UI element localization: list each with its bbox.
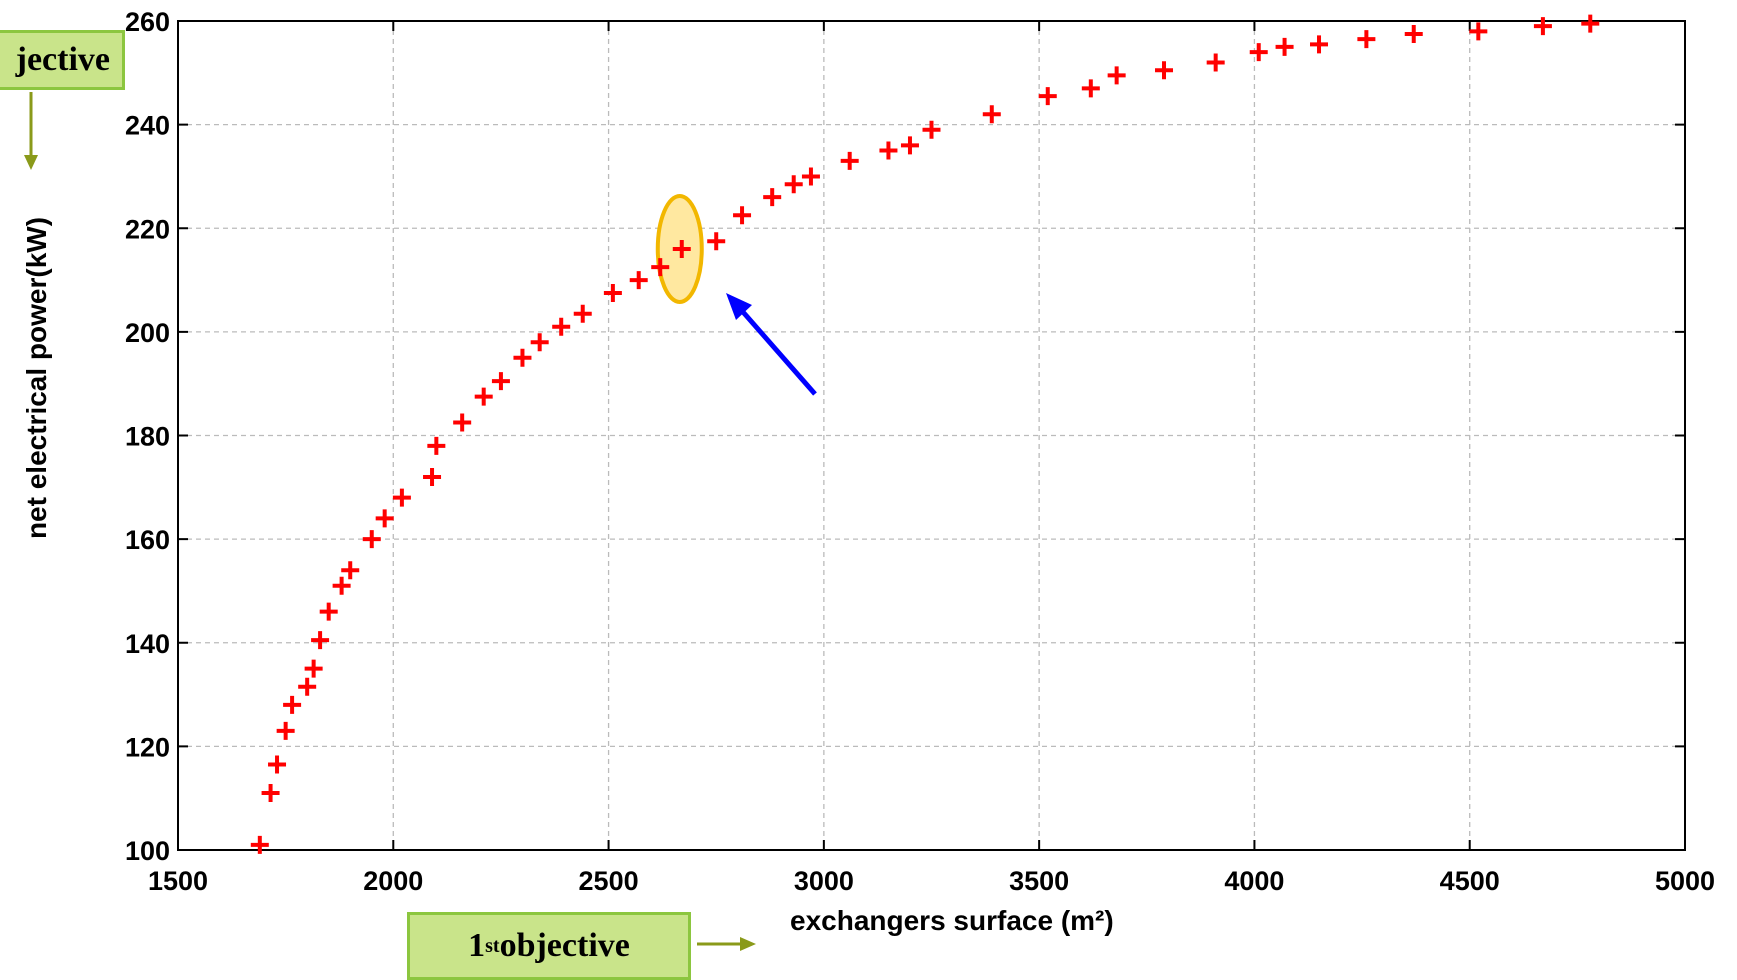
data-point — [1310, 35, 1329, 54]
data-point — [392, 488, 411, 507]
data-point — [362, 530, 381, 549]
y-tick-label: 200 — [125, 318, 170, 348]
first-objective-number: 1 — [468, 927, 486, 964]
data-point — [651, 258, 670, 277]
data-point — [784, 175, 803, 194]
y-tick-label: 100 — [125, 836, 170, 866]
x-tick-label: 4500 — [1440, 866, 1500, 896]
second-objective-label: jective — [15, 41, 110, 78]
data-point — [341, 561, 360, 580]
data-point — [733, 206, 752, 225]
x-axis-title-unit: (m²) — [1061, 905, 1114, 936]
data-point — [268, 755, 287, 774]
data-point — [530, 333, 549, 352]
data-point — [375, 509, 394, 528]
data-point — [427, 436, 446, 455]
y-objective-arrow-head — [24, 155, 38, 170]
x-tick-label: 3000 — [794, 866, 854, 896]
data-point — [1275, 37, 1294, 56]
data-point — [1469, 22, 1488, 41]
data-point — [629, 271, 648, 290]
x-tick-label: 2500 — [579, 866, 639, 896]
data-point — [1404, 24, 1423, 43]
y-axis-title: net electrical power(kW) — [21, 217, 52, 539]
x-tick-label: 4000 — [1224, 866, 1284, 896]
x-tick-label: 5000 — [1655, 866, 1715, 896]
objective-arrows — [24, 92, 756, 951]
data-point — [298, 677, 317, 696]
data-point — [603, 284, 622, 303]
y-tick-label: 120 — [125, 732, 170, 762]
data-point — [276, 721, 295, 740]
data-point — [491, 372, 510, 391]
highlight-arrow-head — [726, 293, 752, 320]
x-tick-label: 2000 — [363, 866, 423, 896]
data-point — [1249, 43, 1268, 62]
first-objective-superscript: st — [485, 934, 500, 957]
x-tick-label: 1500 — [148, 866, 208, 896]
y-tick-label: 260 — [125, 7, 170, 37]
grid-lines — [178, 21, 1685, 850]
data-point — [474, 387, 493, 406]
data-point — [552, 317, 571, 336]
data-point — [982, 105, 1001, 124]
second-objective-box: jective — [0, 30, 125, 90]
data-point — [1107, 66, 1126, 85]
y-tick-label: 160 — [125, 525, 170, 555]
data-point — [250, 835, 269, 854]
data-point — [332, 576, 351, 595]
data-point — [319, 602, 338, 621]
data-point — [879, 141, 898, 160]
data-point — [513, 348, 532, 367]
y-tick-label: 240 — [125, 111, 170, 141]
data-point — [573, 304, 592, 323]
data-point — [453, 413, 472, 432]
data-point — [311, 631, 330, 650]
data-point — [707, 232, 726, 251]
x-tick-label: 3500 — [1009, 866, 1069, 896]
data-point — [1581, 14, 1600, 33]
highlight-arrow-line — [734, 302, 817, 396]
data-point — [801, 167, 820, 186]
axis-ticks: 1500 2000 2500 3000 3500 4000 4500 5000 100 120 14… — [125, 7, 1715, 896]
x-axis-title-main: exchangers surface — [790, 905, 1053, 936]
data-point — [1206, 53, 1225, 72]
data-point — [423, 467, 442, 486]
data-point — [261, 784, 280, 803]
data-point — [672, 239, 691, 258]
data-point — [1038, 87, 1057, 106]
y-tick-label: 140 — [125, 629, 170, 659]
data-points — [250, 14, 1600, 854]
data-point — [900, 136, 919, 155]
data-point — [1155, 61, 1174, 80]
y-tick-label: 180 — [125, 422, 170, 452]
x-objective-arrow-head — [740, 937, 756, 951]
data-point — [304, 659, 323, 678]
x-axis-title: exchangers surface (m²) — [790, 905, 1114, 936]
data-point — [283, 695, 302, 714]
first-objective-word: objective — [499, 927, 630, 964]
y-tick-label: 220 — [125, 214, 170, 244]
data-point — [1533, 17, 1552, 36]
data-point — [1357, 30, 1376, 49]
data-point — [1081, 79, 1100, 98]
data-point — [840, 151, 859, 170]
data-point — [763, 188, 782, 207]
data-point — [922, 120, 941, 139]
